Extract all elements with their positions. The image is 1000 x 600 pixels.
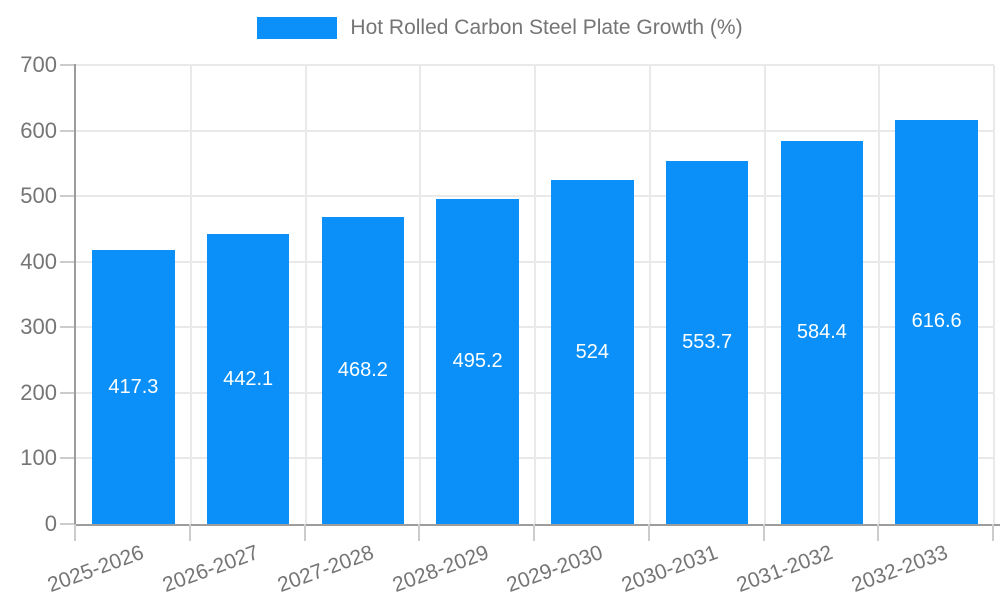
bar-value-label: 468.2 — [337, 359, 388, 381]
x-axis-line — [74, 524, 1000, 526]
bar-value-label: 495.2 — [452, 350, 503, 373]
y-tick-label: 500 — [20, 183, 57, 209]
bar[interactable]: 495.2 — [436, 199, 519, 524]
bar-column: 524 — [535, 65, 650, 524]
x-axis-tick — [992, 524, 994, 541]
x-axis-tick — [877, 524, 880, 541]
x-tick-label: 2031-2032 — [733, 541, 836, 597]
y-axis-tick — [60, 391, 74, 394]
gridline-vertical — [534, 65, 536, 524]
gridline-vertical — [648, 65, 651, 524]
plot-area: 417.3 442.1 468.2 495.2 524 553.7 584.4 616.6 — [76, 64, 995, 524]
bars-container: 417.3 442.1 468.2 495.2 524 553.7 584.4 616.6 — [76, 65, 994, 524]
bar-column: 616.6 — [879, 65, 994, 524]
bar[interactable]: 584.4 — [780, 140, 864, 524]
bar[interactable]: 553.7 — [665, 160, 749, 524]
x-tick-label: 2026-2027 — [159, 541, 262, 597]
gridline-vertical — [878, 65, 881, 524]
y-tick-label: 0 — [44, 511, 57, 536]
y-axis-tick — [60, 326, 74, 329]
x-tick-label: 2025-2026 — [44, 541, 148, 597]
bar-value-label: 417.3 — [108, 375, 159, 398]
x-axis-tick — [533, 524, 535, 541]
gridline-vertical — [763, 65, 766, 524]
gridline-vertical — [993, 65, 995, 524]
x-tick-label: 2029-2030 — [503, 541, 607, 597]
y-tick-label: 400 — [20, 248, 57, 274]
y-tick-label: 700 — [20, 52, 57, 77]
y-tick-label: 100 — [20, 445, 57, 471]
gridline-vertical — [419, 65, 422, 524]
x-axis-tick — [188, 524, 191, 541]
bar[interactable]: 616.6 — [895, 119, 978, 524]
y-axis-tick — [60, 260, 74, 263]
bar[interactable]: 442.1 — [206, 234, 290, 524]
y-axis-tick — [60, 523, 74, 525]
y-axis-tick — [60, 64, 74, 66]
bar-value-label: 553.7 — [682, 330, 733, 353]
gridline-vertical — [189, 65, 192, 524]
bar[interactable]: 417.3 — [92, 250, 175, 524]
bar[interactable]: 524 — [551, 180, 634, 524]
y-axis-tick — [60, 195, 74, 198]
x-axis-tick — [418, 524, 421, 541]
bar-column: 495.2 — [420, 65, 535, 524]
y-tick-label: 600 — [20, 117, 57, 143]
bar-column: 553.7 — [650, 65, 765, 524]
bar-value-label: 442.1 — [223, 367, 274, 390]
y-axis-line — [74, 64, 76, 526]
legend-label: Hot Rolled Carbon Steel Plate Growth (%) — [350, 16, 743, 39]
legend-swatch — [257, 17, 338, 39]
y-tick-label: 200 — [20, 379, 57, 405]
bar-value-label: 584.4 — [796, 320, 847, 343]
x-tick-label: 2032-2033 — [848, 541, 951, 597]
x-axis-tick — [647, 524, 650, 541]
y-axis-tick — [60, 129, 74, 132]
x-tick-label: 2027-2028 — [274, 541, 377, 597]
gridline-vertical — [304, 65, 307, 524]
y-axis-tick — [60, 457, 74, 460]
bar-value-label: 616.6 — [911, 310, 962, 333]
bar-column: 584.4 — [765, 65, 880, 524]
bar[interactable]: 468.2 — [321, 217, 405, 524]
x-axis-tick — [74, 524, 76, 541]
x-axis-tick — [303, 524, 306, 541]
bar-column: 417.3 — [76, 65, 191, 524]
bar-column: 468.2 — [306, 65, 421, 524]
x-tick-label: 2030-2031 — [618, 541, 721, 597]
legend[interactable]: Hot Rolled Carbon Steel Plate Growth (%) — [0, 16, 1000, 40]
x-tick-label: 2028-2029 — [389, 541, 492, 597]
x-axis-tick — [762, 524, 765, 541]
y-tick-label: 300 — [20, 314, 57, 340]
bar-column: 442.1 — [191, 65, 306, 524]
bar-value-label: 524 — [575, 340, 610, 363]
